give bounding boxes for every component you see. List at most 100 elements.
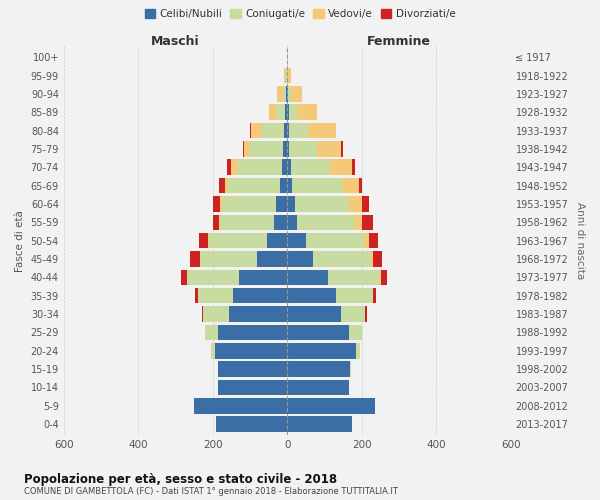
Bar [296, 214, 354, 230]
Bar [220, 214, 274, 230]
Bar [200, 251, 257, 267]
Bar [328, 270, 380, 285]
Bar [291, 160, 330, 175]
Bar [306, 233, 364, 248]
Bar [292, 178, 342, 194]
Bar [205, 324, 218, 340]
Bar [380, 270, 381, 285]
Bar [198, 288, 233, 304]
Bar [239, 270, 287, 285]
Bar [341, 306, 365, 322]
Bar [371, 251, 373, 267]
Bar [342, 178, 359, 194]
Bar [267, 233, 287, 248]
Text: Maschi: Maschi [151, 35, 200, 48]
Bar [287, 233, 306, 248]
Bar [288, 68, 291, 84]
Bar [284, 68, 286, 84]
Bar [354, 214, 362, 230]
Bar [227, 160, 232, 175]
Bar [195, 288, 198, 304]
Legend: Celibi/Nubili, Coniugati/e, Vedovi/e, Divorziati/e: Celibi/Nubili, Coniugati/e, Vedovi/e, Di… [140, 5, 460, 24]
Bar [218, 324, 287, 340]
Bar [287, 362, 350, 377]
Bar [291, 86, 302, 102]
Bar [287, 380, 349, 395]
Bar [202, 306, 203, 322]
Bar [283, 141, 287, 156]
Bar [287, 123, 289, 138]
Bar [287, 178, 292, 194]
Bar [287, 324, 349, 340]
Bar [251, 123, 262, 138]
Bar [233, 288, 287, 304]
Bar [287, 141, 289, 156]
Bar [287, 398, 374, 413]
Text: COMUNE DI GAMBETTOLA (FC) - Dati ISTAT 1° gennaio 2018 - Elaborazione TUTTITALIA: COMUNE DI GAMBETTOLA (FC) - Dati ISTAT 1… [24, 488, 398, 496]
Bar [373, 288, 376, 304]
Bar [341, 141, 343, 156]
Bar [356, 343, 360, 358]
Bar [229, 306, 287, 322]
Bar [218, 380, 287, 395]
Bar [287, 270, 328, 285]
Bar [317, 141, 341, 156]
Bar [296, 104, 317, 120]
Bar [364, 233, 369, 248]
Bar [213, 196, 220, 212]
Bar [359, 178, 362, 194]
Bar [289, 141, 317, 156]
Bar [222, 196, 276, 212]
Bar [287, 160, 291, 175]
Bar [288, 86, 291, 102]
Y-axis label: Anni di nascita: Anni di nascita [575, 202, 585, 280]
Y-axis label: Fasce di età: Fasce di età [15, 210, 25, 272]
Bar [287, 288, 335, 304]
Bar [369, 233, 379, 248]
Text: Popolazione per età, sesso e stato civile - 2018: Popolazione per età, sesso e stato civil… [24, 472, 337, 486]
Bar [287, 306, 341, 322]
Bar [287, 416, 352, 432]
Bar [287, 86, 288, 102]
Bar [244, 141, 250, 156]
Bar [335, 288, 373, 304]
Bar [250, 141, 283, 156]
Bar [237, 160, 281, 175]
Bar [209, 233, 267, 248]
Bar [203, 306, 229, 322]
Bar [213, 214, 220, 230]
Bar [289, 104, 296, 120]
Bar [250, 123, 251, 138]
Bar [190, 251, 200, 267]
Bar [308, 123, 335, 138]
Bar [284, 123, 287, 138]
Bar [232, 160, 237, 175]
Bar [194, 398, 287, 413]
Bar [373, 251, 382, 267]
Bar [283, 86, 286, 102]
Bar [217, 416, 287, 432]
Bar [227, 178, 280, 194]
Bar [181, 270, 187, 285]
Bar [365, 306, 367, 322]
Bar [352, 160, 355, 175]
Bar [362, 196, 369, 212]
Bar [242, 141, 244, 156]
Bar [330, 160, 352, 175]
Bar [362, 214, 373, 230]
Bar [187, 270, 239, 285]
Bar [295, 196, 349, 212]
Bar [280, 178, 287, 194]
Bar [349, 196, 362, 212]
Bar [199, 233, 208, 248]
Bar [262, 123, 284, 138]
Bar [208, 233, 209, 248]
Bar [277, 86, 283, 102]
Bar [257, 251, 287, 267]
Bar [381, 270, 386, 285]
Bar [287, 68, 288, 84]
Bar [274, 214, 287, 230]
Bar [286, 68, 287, 84]
Bar [289, 123, 308, 138]
Bar [313, 251, 371, 267]
